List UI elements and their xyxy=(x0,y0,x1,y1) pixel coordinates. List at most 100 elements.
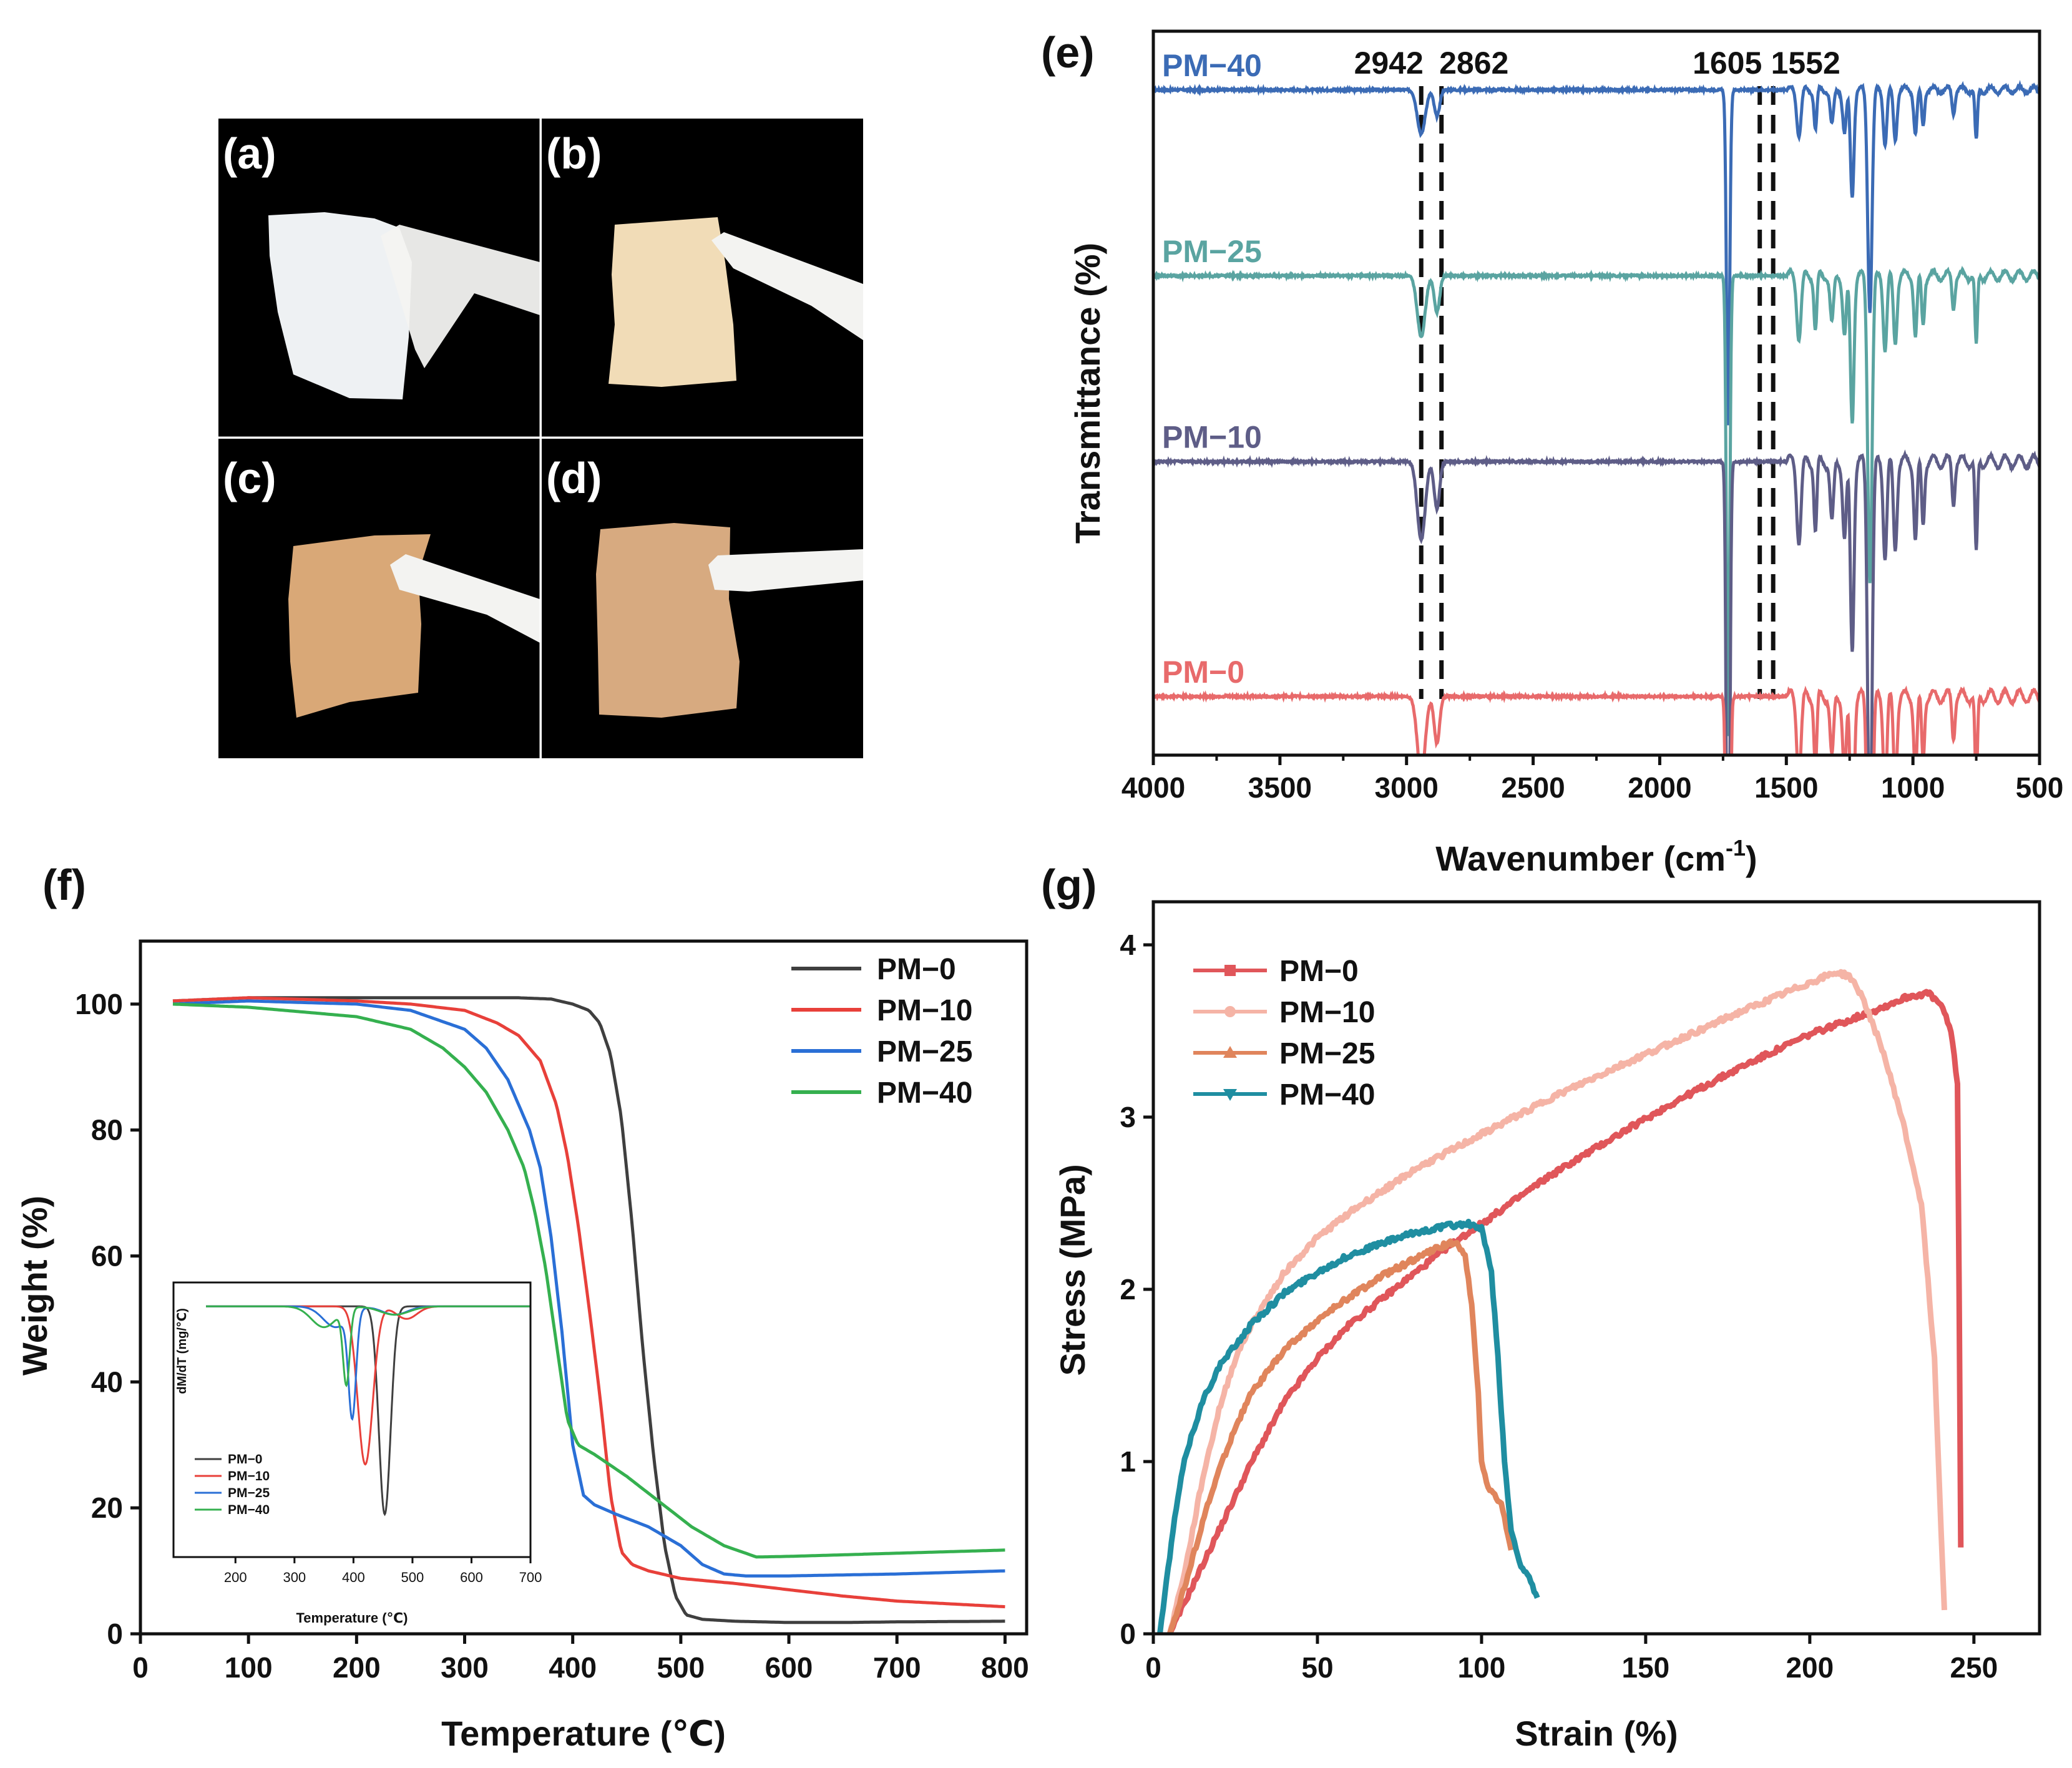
plot-frame xyxy=(139,939,1029,1636)
film-holder-c xyxy=(390,554,540,643)
y-tick-label: 20 xyxy=(91,1492,123,1524)
x-tick-label: 2500 xyxy=(1501,771,1565,804)
spectrum-line xyxy=(1153,79,2040,426)
inset-x-tick-label: 700 xyxy=(519,1570,542,1585)
photo-panel-c: (c) xyxy=(218,439,540,758)
photo-label-d: (d) xyxy=(546,454,602,502)
inset-x-ticks: 200 300 400 500 600 700 xyxy=(224,1557,542,1585)
chart-f: (f) 0 100 200 300 400 500 600 700 800 0 20 40 60 80 1… xyxy=(15,861,1029,1753)
reference-lines: 2942 2862 1605 1552 xyxy=(1354,46,1840,699)
legend-label: PM−40 xyxy=(1279,1078,1375,1111)
x-axis-ticks: 0 100 200 300 400 500 600 700 800 xyxy=(132,1634,1029,1684)
spectra xyxy=(1153,79,2040,755)
film-sample-a xyxy=(268,212,412,399)
film-sample-d xyxy=(596,523,740,718)
stress-strain-curves xyxy=(1157,969,1964,1634)
y-tick-label: 60 xyxy=(91,1240,123,1272)
x-axis-ticks: 0 50 100 150 200 250 xyxy=(1145,1634,1998,1684)
spectrum-line xyxy=(1153,449,2040,755)
y-tick-label: 80 xyxy=(91,1114,123,1146)
inset-x-tick-label: 300 xyxy=(283,1570,306,1585)
reference-label: 1552 xyxy=(1771,46,1840,81)
x-tick-label: 150 xyxy=(1622,1651,1670,1684)
reference-label: 2862 xyxy=(1439,46,1508,81)
film-holder-a xyxy=(381,225,540,368)
panel-label-f: (f) xyxy=(42,861,86,909)
legend-label: PM−10 xyxy=(877,994,972,1027)
x-tick-label: 600 xyxy=(765,1651,813,1684)
x-tick-label: 4000 xyxy=(1122,771,1185,804)
spectrum-line xyxy=(1153,685,2040,755)
photo-panel-a: (a) xyxy=(218,119,540,437)
chart-g: (g) 0 50 100 150 200 250 0 1 2 3 4 PM−0 PM−10 PM−25… xyxy=(1041,861,2041,1753)
photo-panel-b: (b) xyxy=(542,119,863,437)
x-tick-label: 1000 xyxy=(1881,771,1945,804)
film-sample-c xyxy=(288,534,431,718)
x-tick-label: 2000 xyxy=(1628,771,1691,804)
inset-legend-label: PM−0 xyxy=(228,1452,262,1467)
photo-label-a: (a) xyxy=(223,129,276,178)
y-tick-label: 2 xyxy=(1120,1273,1136,1306)
stress-strain-line xyxy=(1157,1218,1540,1634)
y-tick-label: 1 xyxy=(1120,1445,1136,1478)
y-tick-label: 3 xyxy=(1120,1101,1136,1133)
reference-label: 1605 xyxy=(1693,46,1762,81)
inset-y-label: dM/dT (mg/℃) xyxy=(175,1308,189,1394)
legend: PM−0 PM−10 PM−25 PM−40 xyxy=(791,953,972,1110)
y-tick-label: 40 xyxy=(91,1365,123,1398)
series-label: PM−25 xyxy=(1162,234,1262,269)
y-tick-label: 4 xyxy=(1120,929,1136,961)
y-tick-label: 0 xyxy=(107,1618,123,1650)
x-tick-label: 100 xyxy=(225,1651,273,1684)
x-tick-label: 0 xyxy=(1145,1651,1161,1684)
x-tick-label: 3000 xyxy=(1375,771,1439,804)
stress-strain-line xyxy=(1167,1238,1514,1634)
y-axis-ticks: 0 20 40 60 80 100 xyxy=(75,988,140,1650)
legend: PM−0 PM−10 PM−25 PM−40 xyxy=(1193,955,1375,1111)
y-tick-label: 0 xyxy=(1120,1618,1136,1650)
legend-label: PM−25 xyxy=(1279,1037,1375,1070)
stress-strain-line xyxy=(1167,989,1964,1634)
photo-grid: (a) (b) (c) (d) xyxy=(218,119,863,758)
y-axis-label: Transmittance (%) xyxy=(1068,243,1107,544)
legend-label: PM−25 xyxy=(877,1035,972,1068)
x-tick-label: 250 xyxy=(1950,1651,1998,1684)
film-holder-d xyxy=(708,549,863,592)
plot-frame xyxy=(1151,900,2041,1636)
x-tick-label: 200 xyxy=(333,1651,381,1684)
y-axis-label: Weight (%) xyxy=(15,1196,54,1375)
inset-x-label: Temperature (℃) xyxy=(296,1610,408,1626)
x-tick-label: 50 xyxy=(1301,1651,1333,1684)
y-axis-ticks: 0 1 2 3 4 xyxy=(1120,929,1153,1650)
y-tick-label: 100 xyxy=(75,988,123,1020)
series-label: PM−40 xyxy=(1162,48,1262,83)
legend-label: PM−40 xyxy=(877,1077,972,1110)
tga-line xyxy=(172,999,1005,1578)
tga-curves xyxy=(172,996,1005,1624)
x-tick-label: 3500 xyxy=(1248,771,1312,804)
x-tick-label: 700 xyxy=(873,1651,921,1684)
x-tick-label: 100 xyxy=(1458,1651,1506,1684)
inset-legend-label: PM−25 xyxy=(228,1486,270,1500)
photo-label-b: (b) xyxy=(546,129,602,178)
x-axis-label: Wavenumber (cm-1) xyxy=(1435,835,1757,878)
y-axis-label: Stress (MPa) xyxy=(1053,1164,1092,1375)
inset-legend-label: PM−10 xyxy=(228,1469,270,1483)
inset-x-tick-label: 600 xyxy=(460,1570,483,1585)
x-tick-label: 800 xyxy=(981,1651,1029,1684)
x-tick-label: 500 xyxy=(2016,771,2064,804)
legend-marker xyxy=(1224,1006,1236,1017)
film-sample-b xyxy=(608,217,736,387)
reference-label: 2942 xyxy=(1354,46,1424,81)
x-tick-label: 1500 xyxy=(1754,771,1818,804)
panel-label-e: (e) xyxy=(1041,28,1095,77)
x-tick-label: 0 xyxy=(132,1651,149,1684)
x-axis-label: Strain (%) xyxy=(1515,1714,1678,1753)
photo-label-c: (c) xyxy=(223,454,276,502)
legend-marker xyxy=(1224,965,1236,976)
inset-x-tick-label: 400 xyxy=(342,1570,365,1585)
film-holder-b xyxy=(711,232,863,340)
stress-strain-line xyxy=(1166,969,1947,1634)
x-tick-label: 500 xyxy=(657,1651,705,1684)
panel-label-g: (g) xyxy=(1041,861,1097,909)
